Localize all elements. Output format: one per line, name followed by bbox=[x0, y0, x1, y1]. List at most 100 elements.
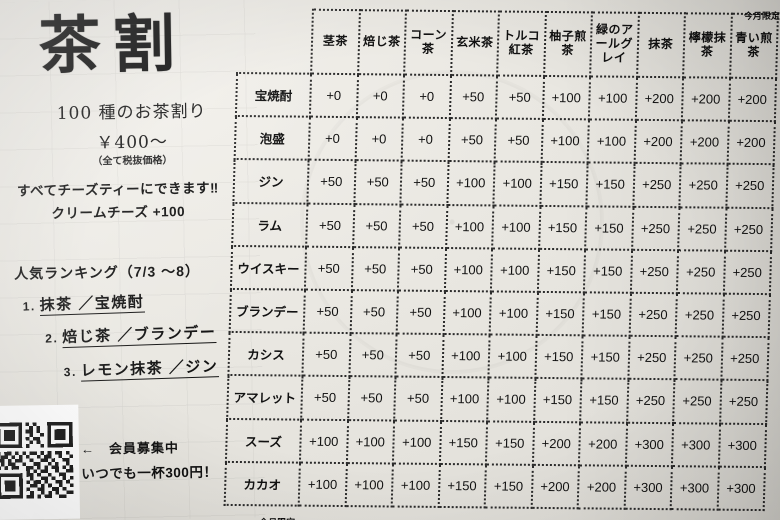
column-header-10: 青い煎茶 bbox=[729, 13, 778, 79]
price-cell-r5-c10: +250 bbox=[723, 250, 772, 295]
price-cell-r7-c1: +50 bbox=[302, 332, 351, 377]
price-cell-r3-c10: +250 bbox=[725, 164, 774, 208]
price-cell-r8-c1: +50 bbox=[301, 375, 349, 420]
price-cell-r7-c6: +150 bbox=[534, 335, 583, 379]
table-row: アマレット +50 +50 +50 +100 +100 +150 +150 +250 +250 +2… bbox=[227, 375, 768, 424]
price-cell-r3-c8: +250 bbox=[632, 163, 681, 207]
row-header-6: ブランデー bbox=[229, 288, 305, 333]
limited-label-top: 今月限定 bbox=[743, 11, 780, 23]
price-cell-r8-c10: +250 bbox=[719, 379, 768, 424]
table-row: 泡盛 +0 +0 +0 +50 +50 +100 +100 +200 +200 +200 bbox=[234, 116, 775, 165]
price-cell-r4-c5: +100 bbox=[492, 205, 540, 249]
row-header-1: 宝焼酎 bbox=[235, 72, 312, 117]
price-cell-r2-c8: +200 bbox=[634, 120, 682, 164]
price-cell-r10-c5: +150 bbox=[484, 464, 533, 508]
price-cell-r10-c6: +200 bbox=[531, 464, 579, 509]
row-header-2: 泡盛 bbox=[234, 116, 310, 161]
column-header-9: 檸檬抹茶 bbox=[683, 13, 732, 78]
qr-code-icon bbox=[0, 404, 81, 520]
price-cell-r5-c7: +150 bbox=[583, 249, 632, 293]
price-cell-r9-c2: +100 bbox=[346, 419, 395, 464]
price-cell-r2-c10: +200 bbox=[727, 120, 775, 165]
price-cell-r5-c9: +250 bbox=[676, 249, 725, 294]
column-header-6: 柚子煎茶 bbox=[543, 11, 592, 77]
column-header-2: 焙じ茶 bbox=[357, 10, 406, 75]
price-cell-r5-c1: +50 bbox=[304, 246, 353, 291]
price-cell-r1-c5: +50 bbox=[495, 75, 544, 120]
price-cell-r8-c9: +250 bbox=[673, 379, 721, 424]
price-cell-r7-c5: +100 bbox=[488, 334, 537, 379]
price-cell-r6-c8: +250 bbox=[629, 292, 677, 337]
price-cell-r9-c3: +100 bbox=[392, 420, 441, 464]
price-cell-r9-c6: +200 bbox=[532, 421, 581, 465]
price-cell-r5-c4: +100 bbox=[444, 247, 493, 292]
price-cell-r9-c5: +150 bbox=[485, 420, 534, 465]
column-header-3: コーン茶 bbox=[404, 10, 453, 76]
price-cell-r10-c4: +150 bbox=[438, 463, 486, 508]
table-row: スーズ +100 +100 +100 +150 +150 +200 +200 +300 +300 +… bbox=[225, 418, 767, 467]
ranking-item-3-label: レモン抹茶 ／ジン bbox=[80, 358, 219, 382]
price-cell-r10-c10: +300 bbox=[717, 466, 765, 511]
price-cell-r10-c1: +100 bbox=[298, 462, 347, 507]
price-cell-r1-c8: +200 bbox=[635, 76, 684, 121]
table-row: カシス +50 +50 +50 +100 +100 +150 +150 +250 +250 +250 bbox=[228, 332, 769, 381]
price-cell-r3-c3: +50 bbox=[400, 160, 449, 205]
price-cell-r3-c4: +100 bbox=[446, 161, 495, 206]
price-cell-r9-c1: +100 bbox=[299, 419, 348, 463]
column-header-4: 玄米茶 bbox=[450, 11, 499, 76]
table-row: ウイスキー +50 +50 +50 +100 +100 +150 +150 +250 +250 +2… bbox=[230, 245, 772, 295]
column-header-1: 茎茶 bbox=[311, 9, 360, 75]
price-cell-r4-c9: +250 bbox=[678, 206, 726, 251]
price-cell-r4-c3: +50 bbox=[399, 204, 447, 248]
price-cell-r7-c4: +100 bbox=[441, 334, 490, 378]
page-title: 茶割 bbox=[38, 6, 188, 83]
table-row: 宝焼酎 +0 +0 +0 +50 +50 +100 +100 +200 +200 +200 bbox=[235, 72, 777, 122]
price-cell-r4-c6: +150 bbox=[538, 205, 587, 250]
price-cell-r7-c9: +250 bbox=[674, 336, 723, 380]
membership-price-note: いつでも一杯300円！ bbox=[81, 464, 218, 482]
price-cell-r4-c2: +50 bbox=[352, 203, 401, 248]
price-cell-r1-c1: +0 bbox=[309, 73, 358, 118]
price-cell-r9-c10: +300 bbox=[718, 423, 767, 467]
ranking-item-2-label: 焙じ茶 ／ブランデー bbox=[61, 324, 217, 349]
table-header: 茎茶 焙じ茶 コーン茶 玄米茶 トルコ紅茶 柚子煎茶 緑のアールグレイ 抹茶 檸檬抹茶 青い煎茶 bbox=[237, 9, 778, 79]
menu-left-panel: 茶割 100 種のお茶割り ￥400〜 （全て税抜価格） すべてチーズティーにで… bbox=[0, 0, 244, 520]
price-cell-r9-c7: +200 bbox=[578, 421, 627, 466]
row-header-5: ウイスキー bbox=[230, 245, 307, 290]
cheese-tea-note: すべてチーズティーにできます‼ bbox=[16, 180, 219, 199]
price-cell-r4-c8: +250 bbox=[631, 206, 680, 250]
row-header-4: ラム bbox=[232, 202, 308, 247]
price-cell-r5-c6: +150 bbox=[537, 248, 586, 293]
price-cell-r1-c4: +50 bbox=[449, 75, 498, 119]
price-cell-r6-c7: +150 bbox=[582, 292, 631, 336]
price-cell-r6-c9: +250 bbox=[675, 293, 724, 337]
price-cell-r9-c8: +300 bbox=[625, 422, 674, 466]
price-cell-r1-c3: +0 bbox=[402, 74, 451, 119]
ranking-item-1-label: 抹茶 ／宝焼酎 bbox=[39, 293, 145, 317]
column-header-5: トルコ紅茶 bbox=[497, 11, 546, 76]
table-row: ブランデー +50 +50 +50 +100 +100 +150 +150 +250 +250 +2… bbox=[229, 288, 770, 338]
price-tax-note: （全て税抜価格） bbox=[92, 155, 173, 168]
price-cell-r10-c3: +100 bbox=[391, 463, 440, 507]
price-cell-r3-c6: +150 bbox=[539, 162, 588, 206]
price-cell-r5-c3: +50 bbox=[397, 247, 446, 291]
price-cell-r6-c6: +150 bbox=[536, 291, 584, 336]
price-cell-r1-c7: +100 bbox=[588, 76, 637, 121]
ranking-item-3: 3. レモン抹茶 ／ジン bbox=[63, 355, 219, 382]
price-cell-r7-c3: +50 bbox=[395, 333, 444, 378]
price-cell-r1-c6: +100 bbox=[542, 75, 591, 120]
row-header-8: アマレット bbox=[227, 375, 303, 420]
limited-label-bottom: 今月限定 bbox=[259, 515, 295, 520]
ranking-item-3-number: 3. bbox=[63, 364, 78, 380]
price-cell-r2-c1: +0 bbox=[308, 116, 357, 161]
price-cell-r7-c2: +50 bbox=[348, 333, 397, 377]
price-cell-r2-c3: +0 bbox=[401, 117, 450, 162]
row-header-3: ジン bbox=[233, 159, 309, 204]
price-cell-r7-c10: +250 bbox=[720, 336, 769, 381]
column-header-8: 抹茶 bbox=[636, 12, 685, 78]
table-header-row: 茎茶 焙じ茶 コーン茶 玄米茶 トルコ紅茶 柚子煎茶 緑のアールグレイ 抹茶 檸檬抹茶 青い煎茶 bbox=[237, 9, 778, 79]
price-cell-r2-c9: +200 bbox=[680, 120, 729, 165]
price-cell-r3-c5: +100 bbox=[493, 161, 542, 206]
price-cell-r2-c7: +100 bbox=[587, 119, 636, 164]
